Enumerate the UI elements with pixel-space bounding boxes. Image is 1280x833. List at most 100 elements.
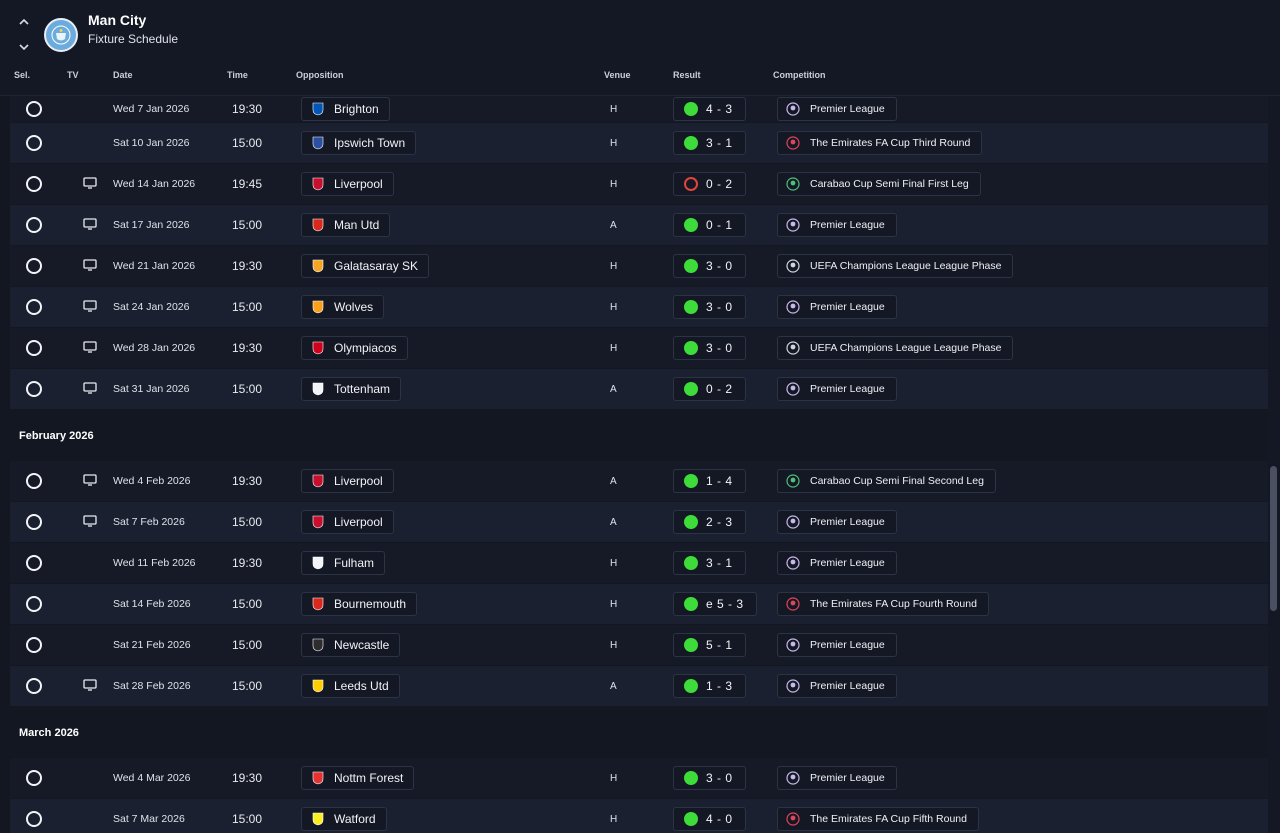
fixture-row[interactable]: Wed 7 Jan 2026 19:30 Brighton H 4 - 3 Premier… bbox=[10, 96, 1268, 122]
fixture-row[interactable]: Wed 28 Jan 2026 19:30 Olympiacos H 3 - 0 UEFA… bbox=[10, 328, 1268, 368]
competition-button[interactable]: UEFA Champions League League Phase bbox=[777, 336, 1014, 360]
scrollbar-thumb[interactable] bbox=[1270, 466, 1277, 611]
competition-button[interactable]: Premier League bbox=[777, 213, 897, 237]
result-button[interactable]: 4 - 0 bbox=[673, 807, 746, 831]
select-radio[interactable] bbox=[26, 596, 42, 612]
column-header-opposition[interactable]: Opposition bbox=[296, 70, 344, 80]
column-header-tv[interactable]: TV bbox=[67, 70, 79, 80]
select-radio[interactable] bbox=[26, 637, 42, 653]
club-name[interactable]: Man City bbox=[88, 12, 147, 28]
competition-button[interactable]: Premier League bbox=[777, 510, 897, 534]
fixture-row[interactable]: Sat 24 Jan 2026 15:00 Wolves H 3 - 0 Premier … bbox=[10, 287, 1268, 327]
result-button[interactable]: 3 - 0 bbox=[673, 336, 746, 360]
opponent-button[interactable]: Leeds Utd bbox=[301, 674, 400, 698]
opponent-button[interactable]: Olympiacos bbox=[301, 336, 408, 360]
select-radio[interactable] bbox=[26, 811, 42, 827]
result-button[interactable]: 3 - 0 bbox=[673, 295, 746, 319]
column-header-result[interactable]: Result bbox=[673, 70, 701, 80]
result-button[interactable]: e 5 - 3 bbox=[673, 592, 757, 616]
fixture-row[interactable]: Sat 28 Feb 2026 15:00 Leeds Utd A 1 - 3 Premi… bbox=[10, 666, 1268, 706]
competition-button[interactable]: The Emirates FA Cup Fifth Round bbox=[777, 807, 979, 831]
opponent-button[interactable]: Newcastle bbox=[301, 633, 401, 657]
opponent-button[interactable]: Nottm Forest bbox=[301, 766, 415, 790]
opponent-button[interactable]: Watford bbox=[301, 807, 387, 831]
fixture-row[interactable]: Wed 4 Feb 2026 19:30 Liverpool A 1 - 4 Caraba… bbox=[10, 461, 1268, 501]
opponent-button[interactable]: Liverpool bbox=[301, 469, 394, 493]
competition-button[interactable]: Premier League bbox=[777, 551, 897, 575]
fixture-row[interactable]: Wed 21 Jan 2026 19:30 Galatasaray SK H 3 - 0… bbox=[10, 246, 1268, 286]
competition-button[interactable]: Premier League bbox=[777, 766, 897, 790]
select-radio[interactable] bbox=[26, 101, 42, 117]
competition-button[interactable]: The Emirates FA Cup Fourth Round bbox=[777, 592, 989, 616]
select-radio[interactable] bbox=[26, 340, 42, 356]
result-button[interactable]: 0 - 1 bbox=[673, 213, 746, 237]
tv-icon bbox=[83, 258, 97, 274]
opponent-button[interactable]: Brighton bbox=[301, 97, 390, 121]
result-button[interactable]: 4 - 3 bbox=[673, 97, 746, 121]
select-radio[interactable] bbox=[26, 770, 42, 786]
opponent-button[interactable]: Wolves bbox=[301, 295, 385, 319]
select-radio[interactable] bbox=[26, 678, 42, 694]
result-button[interactable]: 1 - 4 bbox=[673, 469, 746, 493]
result-button[interactable]: 2 - 3 bbox=[673, 510, 746, 534]
fixture-row[interactable]: Sat 17 Jan 2026 15:00 Man Utd A 0 - 1 Premier… bbox=[10, 205, 1268, 245]
chevron-up-icon[interactable] bbox=[16, 16, 32, 32]
fixture-list[interactable]: Wed 7 Jan 2026 19:30 Brighton H 4 - 3 Premier… bbox=[0, 96, 1280, 833]
result-button[interactable]: 3 - 0 bbox=[673, 766, 746, 790]
fixture-row[interactable]: Wed 14 Jan 2026 19:45 Liverpool H 0 - 2 Carab… bbox=[10, 164, 1268, 204]
column-header-time[interactable]: Time bbox=[227, 70, 248, 80]
competition-button[interactable]: Premier League bbox=[777, 377, 897, 401]
competition-button[interactable]: UEFA Champions League League Phase bbox=[777, 254, 1014, 278]
result-button[interactable]: 3 - 1 bbox=[673, 131, 746, 155]
select-radio[interactable] bbox=[26, 258, 42, 274]
scrollbar[interactable] bbox=[1268, 96, 1280, 833]
column-header-date[interactable]: Date bbox=[113, 70, 133, 80]
select-radio[interactable] bbox=[26, 381, 42, 397]
select-radio[interactable] bbox=[26, 514, 42, 530]
result-button[interactable]: 3 - 0 bbox=[673, 254, 746, 278]
fixture-row[interactable]: Wed 11 Feb 2026 19:30 Fulham H 3 - 1 Premier … bbox=[10, 543, 1268, 583]
opponent-button[interactable]: Ipswich Town bbox=[301, 131, 417, 155]
select-radio[interactable] bbox=[26, 176, 42, 192]
opponent-button[interactable]: Bournemouth bbox=[301, 592, 418, 616]
opponent-button[interactable]: Liverpool bbox=[301, 172, 394, 196]
column-header-sel[interactable]: Sel. bbox=[14, 70, 31, 80]
competition-button[interactable]: Carabao Cup Semi Final Second Leg bbox=[777, 469, 996, 493]
competition-button[interactable]: Premier League bbox=[777, 97, 897, 121]
competition-button[interactable]: Premier League bbox=[777, 295, 897, 319]
result-cell: 0 - 2 bbox=[673, 369, 746, 409]
result-button[interactable]: 1 - 3 bbox=[673, 674, 746, 698]
result-button[interactable]: 5 - 1 bbox=[673, 633, 746, 657]
column-header-competition[interactable]: Competition bbox=[773, 70, 826, 80]
opponent-button[interactable]: Man Utd bbox=[301, 213, 391, 237]
opponent-button[interactable]: Galatasaray SK bbox=[301, 254, 430, 278]
result-button[interactable]: 0 - 2 bbox=[673, 377, 746, 401]
select-radio[interactable] bbox=[26, 217, 42, 233]
opponent-button[interactable]: Tottenham bbox=[301, 377, 402, 401]
select-radio[interactable] bbox=[26, 135, 42, 151]
fixture-row[interactable]: Sat 7 Feb 2026 15:00 Liverpool A 2 - 3 Premie… bbox=[10, 502, 1268, 542]
result-button[interactable]: 3 - 1 bbox=[673, 551, 746, 575]
fixture-row[interactable]: Sat 31 Jan 2026 15:00 Tottenham A 0 - 2 Premi… bbox=[10, 369, 1268, 409]
competition-button[interactable]: Premier League bbox=[777, 674, 897, 698]
opposition-cell: Leeds Utd bbox=[301, 666, 400, 706]
competition-button[interactable]: Carabao Cup Semi Final First Leg bbox=[777, 172, 981, 196]
select-radio[interactable] bbox=[26, 555, 42, 571]
result-button[interactable]: 0 - 2 bbox=[673, 172, 746, 196]
fixture-row[interactable]: Sat 21 Feb 2026 15:00 Newcastle H 5 - 1 Premi… bbox=[10, 625, 1268, 665]
result-cell: 3 - 1 bbox=[673, 543, 746, 583]
competition-button[interactable]: The Emirates FA Cup Third Round bbox=[777, 131, 983, 155]
fixture-row[interactable]: Wed 4 Mar 2026 19:30 Nottm Forest H 3 - 0 Pre… bbox=[10, 758, 1268, 798]
competition-button[interactable]: Premier League bbox=[777, 633, 897, 657]
select-radio[interactable] bbox=[26, 473, 42, 489]
club-crest-icon[interactable] bbox=[44, 18, 78, 52]
competition-name: Premier League bbox=[810, 103, 885, 115]
fixture-row[interactable]: Sat 7 Mar 2026 15:00 Watford H 4 - 0 The Emir… bbox=[10, 799, 1268, 833]
column-header-venue[interactable]: Venue bbox=[604, 70, 631, 80]
select-radio[interactable] bbox=[26, 299, 42, 315]
chevron-down-icon[interactable] bbox=[16, 41, 32, 57]
opponent-button[interactable]: Liverpool bbox=[301, 510, 394, 534]
opponent-button[interactable]: Fulham bbox=[301, 551, 386, 575]
fixture-row[interactable]: Sat 10 Jan 2026 15:00 Ipswich Town H 3 - 1 Th… bbox=[10, 123, 1268, 163]
